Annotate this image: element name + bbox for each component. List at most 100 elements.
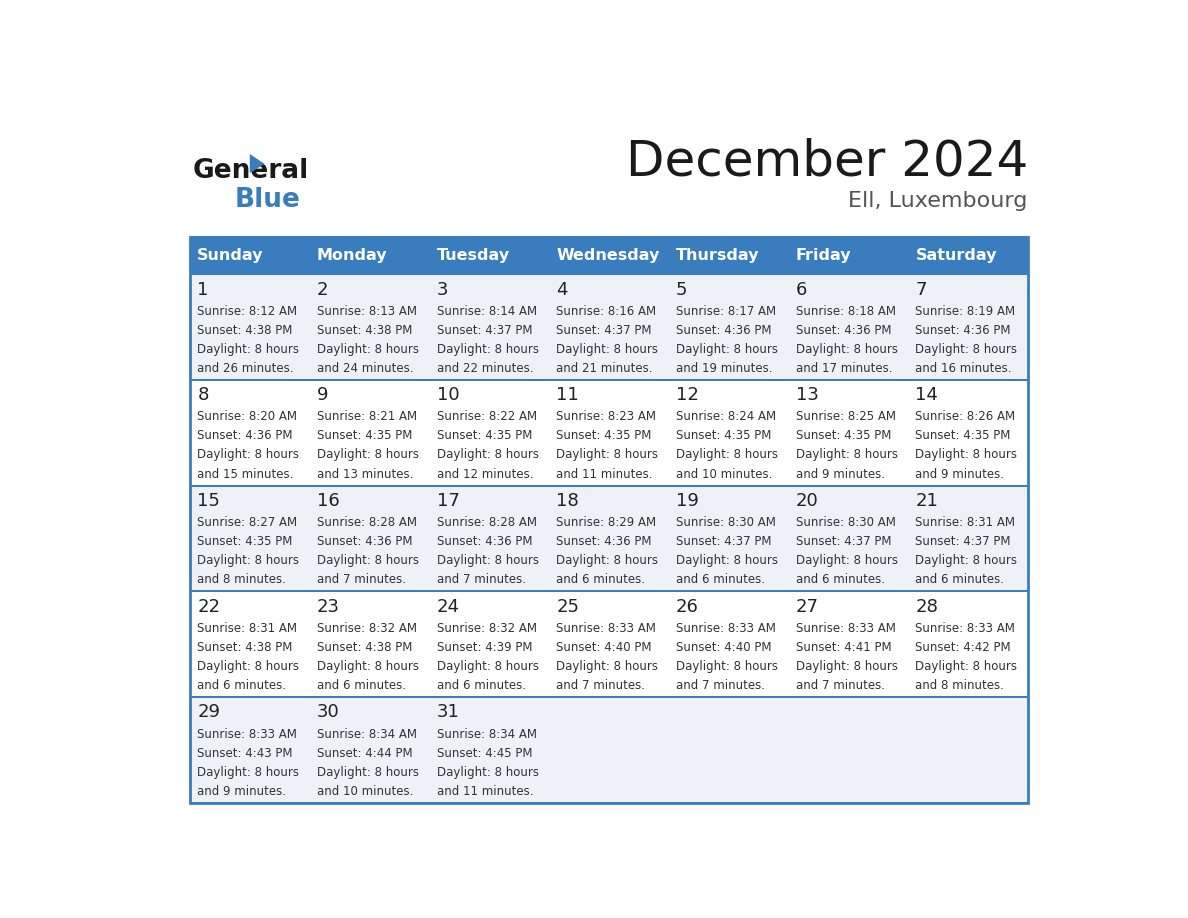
Text: Daylight: 8 hours: Daylight: 8 hours (317, 766, 419, 778)
Bar (190, 273, 1028, 275)
Text: 8: 8 (197, 386, 209, 404)
Text: Sunrise: 8:31 AM: Sunrise: 8:31 AM (916, 516, 1016, 529)
Text: Sunset: 4:35 PM: Sunset: 4:35 PM (916, 430, 1011, 442)
Text: Sunset: 4:35 PM: Sunset: 4:35 PM (317, 430, 412, 442)
Text: December 2024: December 2024 (626, 137, 1028, 185)
Text: 4: 4 (556, 281, 568, 298)
Text: Sunrise: 8:33 AM: Sunrise: 8:33 AM (556, 621, 656, 634)
Text: and 7 minutes.: and 7 minutes. (676, 679, 765, 692)
Text: and 10 minutes.: and 10 minutes. (317, 785, 413, 798)
Text: and 12 minutes.: and 12 minutes. (437, 467, 533, 480)
Text: 17: 17 (437, 492, 460, 510)
Text: and 9 minutes.: and 9 minutes. (916, 467, 1004, 480)
Text: Daylight: 8 hours: Daylight: 8 hours (676, 554, 778, 567)
Text: Sunset: 4:37 PM: Sunset: 4:37 PM (796, 535, 891, 548)
Text: Daylight: 8 hours: Daylight: 8 hours (676, 660, 778, 673)
Text: Sunrise: 8:14 AM: Sunrise: 8:14 AM (437, 305, 537, 318)
Text: 28: 28 (916, 598, 939, 616)
Text: 20: 20 (796, 492, 819, 510)
Text: Sunset: 4:37 PM: Sunset: 4:37 PM (437, 324, 532, 337)
Text: 16: 16 (317, 492, 340, 510)
Text: and 9 minutes.: and 9 minutes. (796, 467, 885, 480)
Text: Daylight: 8 hours: Daylight: 8 hours (796, 660, 898, 673)
Text: Sunset: 4:36 PM: Sunset: 4:36 PM (556, 535, 652, 548)
Text: Sunset: 4:40 PM: Sunset: 4:40 PM (676, 641, 771, 654)
Text: Tuesday: Tuesday (437, 248, 510, 263)
Text: 14: 14 (916, 386, 939, 404)
Text: Daylight: 8 hours: Daylight: 8 hours (916, 660, 1017, 673)
Text: 11: 11 (556, 386, 579, 404)
Bar (190, 486, 1028, 591)
Text: 22: 22 (197, 598, 220, 616)
Text: and 6 minutes.: and 6 minutes. (437, 679, 525, 692)
Text: and 8 minutes.: and 8 minutes. (916, 679, 1004, 692)
Text: Sunrise: 8:16 AM: Sunrise: 8:16 AM (556, 305, 657, 318)
Text: Sunrise: 8:32 AM: Sunrise: 8:32 AM (437, 621, 537, 634)
Text: Sunset: 4:44 PM: Sunset: 4:44 PM (317, 746, 412, 759)
Bar (190, 485, 1028, 487)
Text: Sunrise: 8:30 AM: Sunrise: 8:30 AM (796, 516, 896, 529)
Text: Sunset: 4:40 PM: Sunset: 4:40 PM (556, 641, 652, 654)
Text: and 21 minutes.: and 21 minutes. (556, 362, 653, 375)
Text: 3: 3 (437, 281, 448, 298)
Text: Sunset: 4:36 PM: Sunset: 4:36 PM (796, 324, 891, 337)
Text: Daylight: 8 hours: Daylight: 8 hours (556, 554, 658, 567)
Text: 27: 27 (796, 598, 819, 616)
Text: Daylight: 8 hours: Daylight: 8 hours (197, 660, 299, 673)
Text: Sunset: 4:36 PM: Sunset: 4:36 PM (676, 324, 771, 337)
Text: Daylight: 8 hours: Daylight: 8 hours (796, 342, 898, 355)
Text: Daylight: 8 hours: Daylight: 8 hours (317, 342, 419, 355)
Text: Sunset: 4:39 PM: Sunset: 4:39 PM (437, 641, 532, 654)
Text: and 19 minutes.: and 19 minutes. (676, 362, 772, 375)
Text: Sunset: 4:42 PM: Sunset: 4:42 PM (916, 641, 1011, 654)
Text: Sunset: 4:35 PM: Sunset: 4:35 PM (796, 430, 891, 442)
Text: 12: 12 (676, 386, 699, 404)
Text: Daylight: 8 hours: Daylight: 8 hours (317, 449, 419, 462)
Text: Sunrise: 8:20 AM: Sunrise: 8:20 AM (197, 410, 297, 423)
Text: Sunrise: 8:25 AM: Sunrise: 8:25 AM (796, 410, 896, 423)
Text: 13: 13 (796, 386, 819, 404)
Text: Sunset: 4:38 PM: Sunset: 4:38 PM (317, 324, 412, 337)
Text: Sunrise: 8:22 AM: Sunrise: 8:22 AM (437, 410, 537, 423)
Bar (190, 697, 1028, 803)
Text: Sunset: 4:37 PM: Sunset: 4:37 PM (556, 324, 652, 337)
Text: 24: 24 (437, 598, 460, 616)
Text: 1: 1 (197, 281, 209, 298)
Text: Daylight: 8 hours: Daylight: 8 hours (197, 554, 299, 567)
Text: Sunrise: 8:33 AM: Sunrise: 8:33 AM (676, 621, 776, 634)
Bar (190, 238, 1028, 274)
Text: Sunday: Sunday (197, 248, 264, 263)
Text: Sunrise: 8:12 AM: Sunrise: 8:12 AM (197, 305, 297, 318)
Text: and 7 minutes.: and 7 minutes. (317, 574, 406, 587)
Text: Sunrise: 8:17 AM: Sunrise: 8:17 AM (676, 305, 776, 318)
Text: Blue: Blue (235, 186, 301, 213)
Text: Sunrise: 8:21 AM: Sunrise: 8:21 AM (317, 410, 417, 423)
Text: Sunset: 4:37 PM: Sunset: 4:37 PM (676, 535, 771, 548)
Bar (190, 591, 1028, 697)
Text: Daylight: 8 hours: Daylight: 8 hours (796, 554, 898, 567)
Bar (190, 380, 1028, 486)
Text: Sunset: 4:36 PM: Sunset: 4:36 PM (437, 535, 532, 548)
Text: Sunrise: 8:28 AM: Sunrise: 8:28 AM (437, 516, 537, 529)
Text: Daylight: 8 hours: Daylight: 8 hours (437, 342, 538, 355)
Bar (190, 590, 1028, 592)
Text: Sunset: 4:35 PM: Sunset: 4:35 PM (437, 430, 532, 442)
Text: Daylight: 8 hours: Daylight: 8 hours (676, 342, 778, 355)
Text: and 8 minutes.: and 8 minutes. (197, 574, 286, 587)
Text: and 9 minutes.: and 9 minutes. (197, 785, 286, 798)
Text: Sunrise: 8:33 AM: Sunrise: 8:33 AM (916, 621, 1016, 634)
Text: Sunset: 4:35 PM: Sunset: 4:35 PM (556, 430, 652, 442)
Text: Friday: Friday (796, 248, 852, 263)
Text: Daylight: 8 hours: Daylight: 8 hours (197, 449, 299, 462)
Text: Daylight: 8 hours: Daylight: 8 hours (556, 449, 658, 462)
Text: and 6 minutes.: and 6 minutes. (197, 679, 286, 692)
Text: Sunrise: 8:23 AM: Sunrise: 8:23 AM (556, 410, 657, 423)
Text: and 6 minutes.: and 6 minutes. (556, 574, 645, 587)
Text: 18: 18 (556, 492, 579, 510)
Text: 25: 25 (556, 598, 580, 616)
Text: 26: 26 (676, 598, 699, 616)
Text: Sunrise: 8:28 AM: Sunrise: 8:28 AM (317, 516, 417, 529)
Polygon shape (249, 154, 265, 174)
Text: and 10 minutes.: and 10 minutes. (676, 467, 772, 480)
Text: Sunrise: 8:27 AM: Sunrise: 8:27 AM (197, 516, 297, 529)
